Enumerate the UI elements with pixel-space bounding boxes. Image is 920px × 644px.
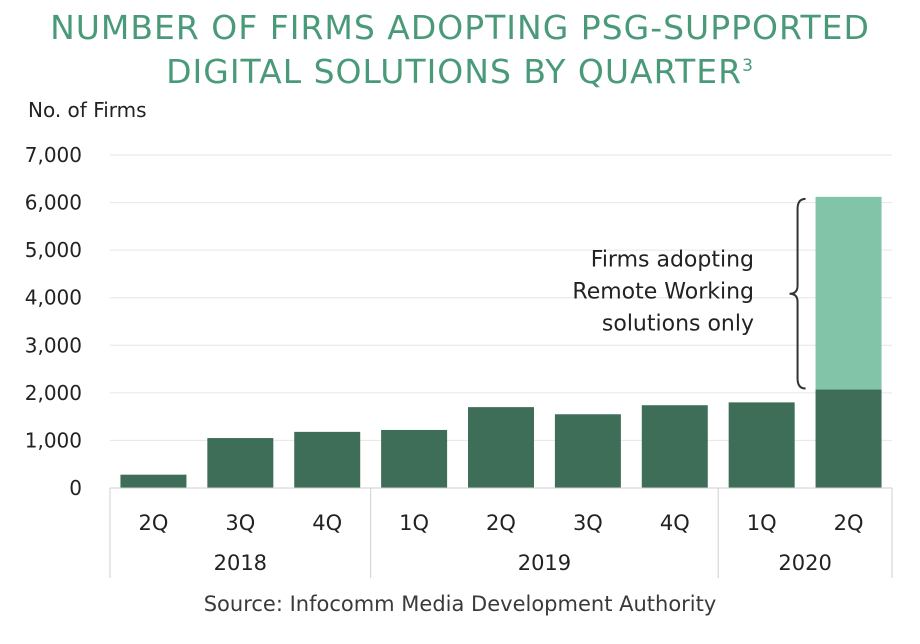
annotation-text-line: Firms adopting xyxy=(591,248,754,273)
chart-title-line2: DIGITAL SOLUTIONS BY QUARTER3 xyxy=(0,50,920,94)
annotation-text-line: Remote Working xyxy=(572,280,754,305)
x-group-label: 2019 xyxy=(518,551,571,575)
x-tick-label: 2Q xyxy=(834,511,864,535)
bar-base xyxy=(207,438,274,488)
x-group-label: 2020 xyxy=(778,551,831,575)
title-footnote-marker: 3 xyxy=(742,56,754,76)
bar-base xyxy=(120,474,187,488)
y-tick-label: 2,000 xyxy=(25,381,82,405)
y-tick-label: 0 xyxy=(69,476,82,500)
bar-base xyxy=(554,414,621,488)
x-tick-label: 4Q xyxy=(312,511,342,535)
y-tick-label: 6,000 xyxy=(25,191,82,215)
annotation-text-line: solutions only xyxy=(602,312,754,337)
source-note: Source: Infocomm Media Development Autho… xyxy=(203,592,717,616)
chart-title-line1: NUMBER OF FIRMS ADOPTING PSG-SUPPORTED xyxy=(50,8,870,47)
y-tick-label: 5,000 xyxy=(25,238,82,262)
x-tick-label: 3Q xyxy=(225,511,255,535)
bar-chart: No. of Firms 0 1,000 2,000 3,000 4,000 5,000 6,… xyxy=(25,98,893,578)
y-axis-label: No. of Firms xyxy=(28,98,147,122)
y-tick-label: 3,000 xyxy=(25,333,82,357)
x-tick-label: 4Q xyxy=(660,511,690,535)
bar-remote-working xyxy=(815,196,882,390)
x-tick-label: 1Q xyxy=(747,511,777,535)
x-tick-label: 2Q xyxy=(486,511,516,535)
bar-base xyxy=(728,402,795,488)
x-tick-label: 3Q xyxy=(573,511,603,535)
x-tick-label: 1Q xyxy=(399,511,429,535)
chart-title-line2-text: DIGITAL SOLUTIONS BY QUARTER xyxy=(166,52,743,91)
chart-title: NUMBER OF FIRMS ADOPTING PSG-SUPPORTED D… xyxy=(0,6,920,94)
y-tick-label: 1,000 xyxy=(25,428,82,452)
annotation-brace xyxy=(789,197,806,390)
bar-base xyxy=(381,429,448,488)
bar-base xyxy=(815,389,882,488)
y-tick-label: 4,000 xyxy=(25,286,82,310)
y-tick-label: 7,000 xyxy=(25,143,82,167)
bar-base xyxy=(468,407,534,488)
bar-base xyxy=(294,431,361,488)
bar-base xyxy=(641,405,708,488)
x-group-label: 2018 xyxy=(214,551,267,575)
x-tick-label: 2Q xyxy=(138,511,168,535)
